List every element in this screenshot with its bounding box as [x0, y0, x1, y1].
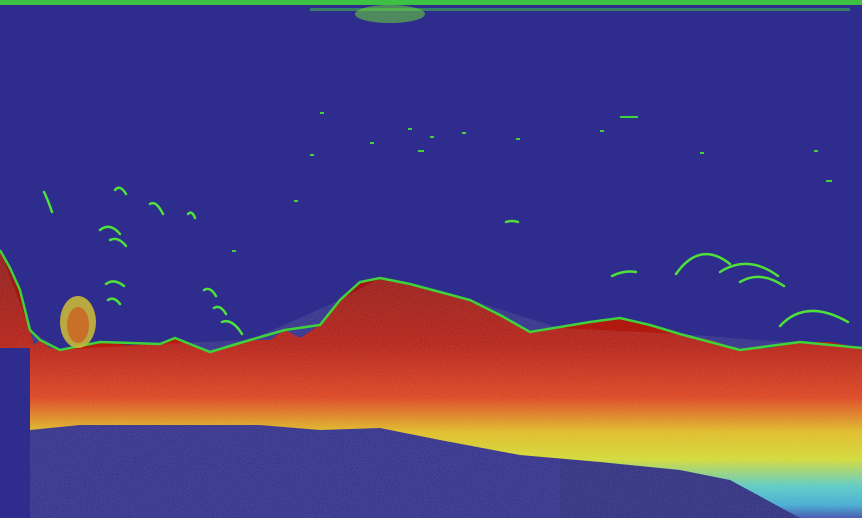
seabed-top-edge: [0, 249, 862, 354]
fish-mark: [212, 305, 228, 316]
left-step-block: [0, 348, 30, 518]
fish-mark: [610, 270, 638, 278]
surface-clutter: [355, 5, 425, 23]
surface-noise: [310, 8, 850, 11]
fish-mark: [106, 297, 122, 306]
fish-mark: [674, 252, 732, 276]
fish-mark: [148, 201, 165, 216]
fish-school-core: [67, 307, 89, 343]
seabed-noise: [0, 250, 862, 518]
surface-line: [0, 0, 862, 5]
fish-mark: [186, 211, 197, 220]
fish-mark: [108, 237, 128, 248]
scatter-targets: [232, 112, 832, 252]
fish-mark: [778, 309, 850, 328]
fish-mark: [202, 287, 218, 298]
fish-mark: [718, 262, 780, 278]
fish-mark: [220, 320, 244, 336]
fish-mark: [104, 280, 126, 288]
fish-mark: [113, 186, 128, 196]
fish-mark: [42, 190, 54, 214]
fish-mark: [504, 219, 520, 224]
fish-marks: [42, 186, 850, 336]
fish-mark: [98, 225, 122, 236]
fish-mark: [738, 275, 786, 288]
